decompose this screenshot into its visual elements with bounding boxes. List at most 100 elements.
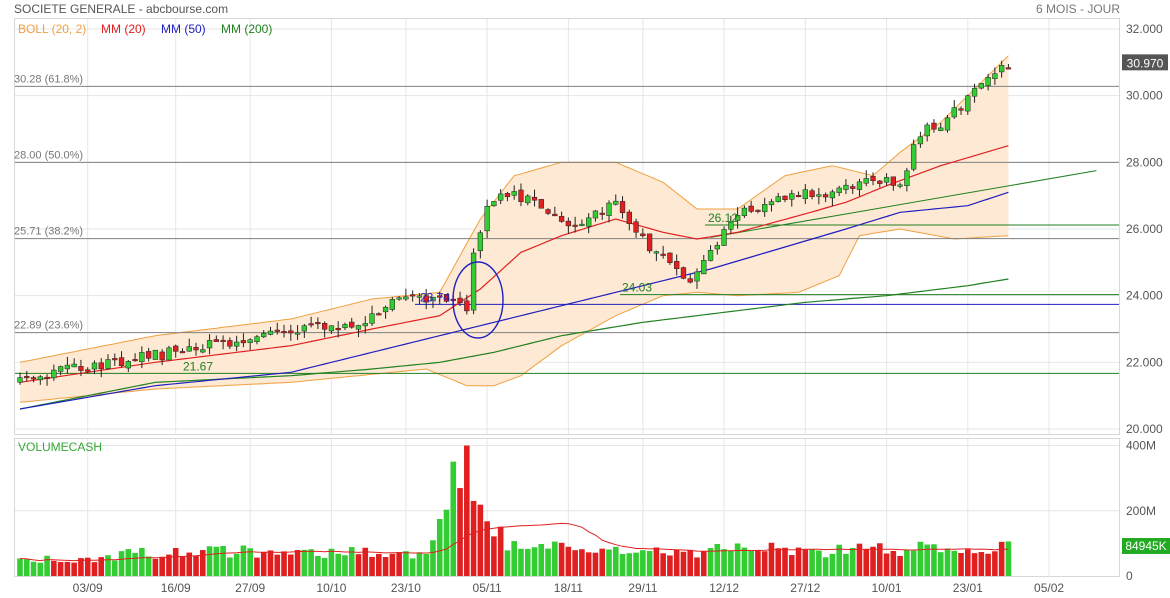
volume-bar [768,542,775,576]
volume-bar [497,526,504,576]
date-tick-label: 03/09 [73,581,103,595]
candle-body [897,184,903,187]
candle-body [410,294,416,297]
volume-bar [186,552,193,576]
candle-body [247,339,253,343]
volume-bar [355,554,362,576]
candle-body [741,207,748,217]
price-badge-text: 30.970 [1127,56,1164,70]
annotation-label: 21.67 [183,359,213,373]
volume-bar [152,558,159,576]
ma50-line [19,191,1009,410]
volume-bar [653,547,660,576]
candle-body [91,362,98,370]
candle-body [355,325,362,330]
candle-body [112,358,118,361]
volume-bar [335,553,341,576]
candle-body [403,296,409,300]
candle-body [470,252,477,311]
volume-bar [585,552,592,576]
candle-body [680,267,687,279]
candle-body [843,184,849,190]
candle-body [579,223,585,226]
candle-body [904,170,910,186]
bollinger-upper-line [19,55,1009,363]
volume-bar [687,549,694,576]
candle-body [558,216,565,222]
candle-body [504,193,511,198]
candle-body [660,253,666,256]
date-tick-label: 10/10 [316,581,346,595]
ma20-line [19,145,1009,383]
candle-body [877,180,883,184]
volume-bar [288,554,294,576]
candle-body [125,361,131,369]
support-lines [15,224,1119,374]
candle-body [978,83,984,89]
fibonacci-levels: 30.28 (61.8%) 28.00 (50.0%) 25.71 (38.2%) 2… [14,73,1119,334]
volume-tick-label: 200M [1126,504,1156,518]
volume-bar [809,549,815,576]
candle-body [430,296,436,301]
candle-body [856,181,863,190]
candle-body [714,245,720,250]
candle-body [863,178,869,184]
volume-bars [17,445,1012,576]
price-tick-label: 24.000 [1126,289,1163,303]
price-tick-label: 30.000 [1126,89,1163,103]
volume-bar [646,550,653,576]
volume-bar [376,553,382,576]
volume-bar [728,550,734,576]
volume-bar [640,550,646,576]
date-tick-label: 05/11 [473,581,502,595]
volume-bar [504,550,511,576]
candle-body [200,349,206,353]
price-tick-label: 26.000 [1126,222,1163,236]
candle-body [768,201,775,206]
volume-bar [274,554,281,576]
volume-bar [897,555,903,576]
candle-body [457,297,463,303]
volume-bar [707,548,714,576]
candle-body [626,211,632,225]
candle-body [173,345,179,352]
candle-body [924,124,930,137]
candle-body [525,195,531,204]
candle-body [71,363,77,368]
candle-body [145,351,152,359]
volume-bar [856,543,863,576]
fib-label: 22.89 (23.6%) [14,320,83,332]
volume-bar [788,555,795,576]
volume-bar [531,547,538,576]
volume-bar [802,549,809,576]
volume-bar [98,557,105,576]
candle-body [288,330,294,334]
volume-bar [260,552,267,576]
volume-bar [633,552,639,576]
volume-bar [612,546,619,576]
candle-body [511,191,517,196]
volume-bar [382,556,389,576]
price-panel-frame [14,18,1120,435]
volume-bar [741,547,748,576]
candle-body [613,200,619,205]
volume-bar [491,536,497,576]
volume-bar [816,550,822,576]
volume-bar [552,541,558,576]
volume-bar [1005,541,1012,576]
volume-bar [511,541,518,576]
volume-bar [206,546,213,576]
candle-body [572,224,578,227]
volume-axis-labels: 400M 200M 0 [1126,439,1156,583]
volume-bar [342,555,348,576]
candle-body [315,322,321,325]
candle-body [179,351,186,354]
date-tick-label: 12/12 [709,581,739,595]
candle-body [633,221,639,233]
volume-bar [761,551,768,576]
candle-body [985,77,991,87]
candle-body [281,331,287,334]
candle-body [870,176,876,182]
candle-body [674,261,680,269]
candle-body [362,323,368,327]
